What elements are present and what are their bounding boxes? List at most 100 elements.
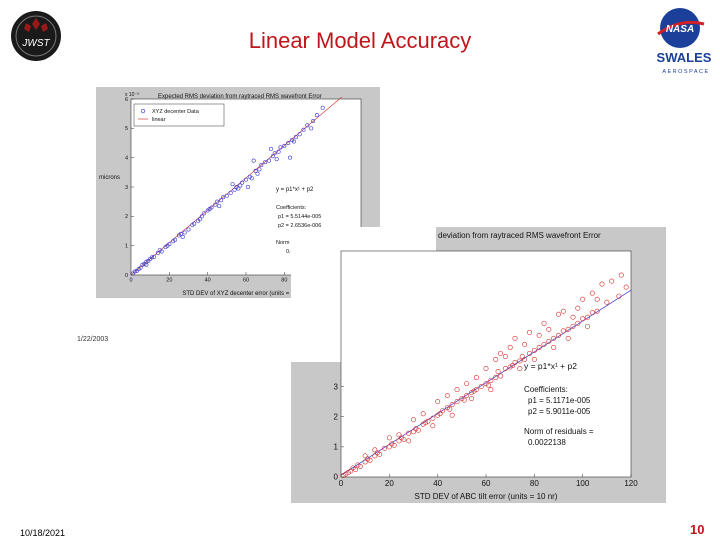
chart2-data-point bbox=[444, 393, 450, 399]
chart2-data-point bbox=[425, 418, 431, 424]
chart1-data-point bbox=[253, 168, 258, 173]
chart2-data-point bbox=[343, 471, 349, 477]
chart2-data-point bbox=[454, 387, 460, 393]
chart2-data-point bbox=[471, 388, 477, 394]
chart1-data-point bbox=[286, 140, 291, 145]
chart2-data-point bbox=[461, 397, 467, 403]
chart2-data-point bbox=[340, 472, 346, 478]
chart1-data-point bbox=[155, 251, 160, 256]
slide-date: 10/18/2021 bbox=[20, 528, 66, 538]
chart1-coefficients-label: Coefficients: bbox=[276, 205, 307, 211]
chart1-data-point bbox=[180, 234, 185, 239]
chart2-xtick-label: 40 bbox=[433, 479, 442, 488]
chart2-data-point bbox=[589, 310, 595, 316]
nasa-logo-text: NASA bbox=[666, 24, 694, 35]
chart1-data-point bbox=[267, 158, 272, 163]
chart2-data-point bbox=[536, 332, 542, 338]
chart2-data-point bbox=[522, 356, 528, 362]
chart1-data-point bbox=[297, 132, 302, 137]
chart1-data-point bbox=[159, 249, 164, 254]
chart2-data-point bbox=[493, 375, 499, 381]
chart2-data-point bbox=[440, 408, 446, 414]
chart2-data-point bbox=[350, 465, 356, 471]
chart1-p1: p1 = 5.5144e-005 bbox=[278, 214, 321, 220]
chart1-data-point bbox=[274, 157, 279, 162]
nasa-swales-logo: NASA SWALES AEROSPACE bbox=[657, 8, 712, 75]
chart2-data-point bbox=[604, 299, 610, 305]
chart2-svg: deviation from raytraced RMS wavefront E… bbox=[291, 227, 666, 501]
chart1-data-point bbox=[199, 214, 204, 219]
chart2-data-point bbox=[355, 462, 361, 468]
chart2-xtick-label: 100 bbox=[576, 479, 590, 488]
swales-logo-text: SWALES bbox=[657, 50, 712, 65]
chart2-data-point bbox=[435, 412, 441, 418]
chart2-data-point bbox=[493, 356, 499, 362]
chart1-data-point bbox=[314, 113, 319, 118]
chart2-data-point bbox=[420, 411, 426, 417]
chart2-data-point bbox=[541, 341, 547, 347]
chart1-data-point bbox=[249, 176, 254, 181]
chart1-legend-marker bbox=[140, 108, 146, 114]
chart1-data-point bbox=[144, 259, 149, 264]
chart2-data-point bbox=[401, 436, 407, 442]
chart1-data-point bbox=[224, 193, 229, 198]
chart2-title: deviation from raytraced RMS wavefront E… bbox=[438, 231, 601, 240]
chart2-data-point bbox=[580, 316, 586, 322]
chart2-data-point bbox=[478, 384, 484, 390]
chart2-data-point bbox=[367, 457, 373, 463]
chart2-data-point bbox=[485, 382, 491, 388]
chart2-coefficients-label: Coefficients: bbox=[524, 385, 568, 394]
chart2-p1: p1 = 5.1171e-005 bbox=[528, 396, 591, 405]
chart1-data-point bbox=[140, 262, 145, 267]
chart1-data-point bbox=[259, 163, 264, 168]
chart1-fit-equation: y = p1*x¹ + p2 bbox=[276, 187, 314, 193]
chart2-data-point bbox=[616, 293, 622, 299]
chart2-data-point bbox=[495, 369, 501, 375]
chart2-data-point bbox=[449, 412, 455, 418]
chart1-data-point bbox=[144, 262, 149, 267]
chart2-data-point bbox=[365, 456, 371, 462]
chart2-data-point bbox=[459, 396, 465, 402]
chart2-data-point bbox=[541, 320, 547, 326]
chart1-data-point bbox=[173, 237, 178, 242]
chart1-data-point bbox=[238, 183, 243, 188]
chart2-data-point bbox=[551, 335, 557, 341]
chart2-data-point bbox=[437, 411, 443, 417]
chart2-data-point bbox=[609, 278, 615, 284]
chart1-xlabel: STD DEV of XYZ decenter error (units = 1… bbox=[182, 291, 309, 297]
chart2-data-point bbox=[382, 445, 388, 451]
chart2-xlabel: STD DEV of ABC tilt error (units = 10 nr… bbox=[415, 492, 558, 501]
chart1-data-point bbox=[257, 167, 262, 172]
chart2-data-point bbox=[512, 359, 518, 365]
chart2-ytick-label: 3 bbox=[334, 382, 339, 391]
chart2-fit-equation: y = p1*x¹ + p2 bbox=[524, 361, 577, 371]
chart2-data-point bbox=[519, 353, 525, 359]
chart1-xtick-label: 20 bbox=[166, 278, 172, 284]
chart1-ytick-label: 4 bbox=[125, 156, 128, 162]
chart1-data-point bbox=[263, 160, 268, 165]
chart1-data-point bbox=[268, 146, 273, 151]
chart1-data-point bbox=[251, 158, 256, 163]
chart1-data-point bbox=[293, 135, 298, 140]
chart2-data-point bbox=[594, 296, 600, 302]
chart1-xtick-label: 80 bbox=[281, 278, 287, 284]
chart2-data-point bbox=[483, 366, 489, 372]
chart1-data-point bbox=[215, 199, 220, 204]
chart2-data-point bbox=[536, 344, 542, 350]
chart2-data-point bbox=[570, 323, 576, 329]
chart1-data-point bbox=[178, 231, 183, 236]
chart1-data-point bbox=[236, 186, 241, 191]
chart2-data-point bbox=[398, 435, 404, 441]
chart1-p2: p2 = 2.6536e-006 bbox=[278, 223, 321, 229]
chart2-xtick-label: 120 bbox=[624, 479, 638, 488]
slide-page-number: 10 bbox=[690, 522, 705, 537]
chart2-data-point bbox=[555, 332, 561, 338]
chart2-data-point bbox=[447, 406, 453, 412]
chart2-panel: deviation from raytraced RMS wavefront E… bbox=[291, 227, 666, 503]
chart2-data-point bbox=[430, 423, 436, 429]
chart2-data-point bbox=[618, 272, 624, 278]
chart1-data-point bbox=[132, 269, 137, 274]
chart2-norm-label: Norm of residuals = bbox=[524, 427, 594, 436]
aerospace-logo-text: AEROSPACE bbox=[662, 69, 709, 75]
chart1-data-point bbox=[270, 154, 275, 159]
